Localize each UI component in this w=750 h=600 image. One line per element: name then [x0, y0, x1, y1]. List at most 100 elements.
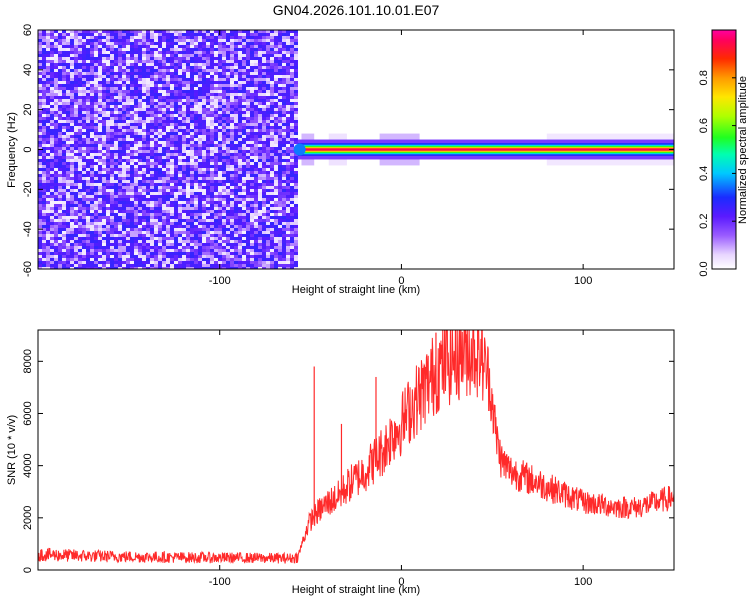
noise-cell [262, 183, 266, 186]
noise-cell [234, 198, 238, 201]
noise-cell [234, 135, 238, 138]
noise-cell [110, 162, 114, 165]
noise-cell [122, 264, 126, 267]
noise-cell [178, 105, 182, 108]
noise-cell [270, 51, 274, 54]
noise-cell [234, 225, 238, 228]
noise-cell [102, 96, 106, 99]
noise-cell [222, 258, 226, 261]
noise-cell [206, 141, 210, 144]
noise-cell [130, 204, 134, 207]
noise-cell [42, 252, 46, 255]
noise-cell [238, 183, 242, 186]
noise-cell [206, 246, 210, 249]
noise-cell [150, 261, 154, 264]
noise-cell [226, 249, 230, 252]
noise-cell [146, 81, 150, 84]
noise-cell [146, 114, 150, 117]
noise-cell [258, 114, 262, 117]
noise-cell [70, 231, 74, 234]
noise-cell [94, 213, 98, 216]
noise-cell [58, 198, 62, 201]
noise-cell [134, 123, 138, 126]
noise-cell [178, 267, 182, 269]
noise-cell [230, 99, 234, 102]
noise-cell [178, 39, 182, 42]
noise-cell [110, 66, 114, 69]
noise-cell [46, 261, 50, 264]
noise-cell [186, 189, 190, 192]
noise-cell [270, 108, 274, 111]
noise-cell [134, 105, 138, 108]
noise-cell [186, 162, 190, 165]
noise-cell [194, 249, 198, 252]
noise-cell [70, 120, 74, 123]
noise-cell [98, 96, 102, 99]
noise-cell [222, 231, 226, 234]
noise-cell [206, 210, 210, 213]
noise-cell [254, 150, 258, 153]
noise-cell [270, 213, 274, 216]
noise-cell [230, 45, 234, 48]
noise-cell [150, 66, 154, 69]
noise-cell [210, 231, 214, 234]
noise-cell [138, 54, 142, 57]
noise-cell [198, 222, 202, 225]
noise-cell [182, 108, 186, 111]
noise-cell [90, 36, 94, 39]
noise-cell [62, 147, 66, 150]
noise-cell [274, 165, 278, 168]
noise-cell [190, 33, 194, 36]
noise-cell [210, 96, 214, 99]
noise-cell [42, 267, 46, 269]
noise-cell [270, 39, 274, 42]
noise-cell [50, 153, 54, 156]
noise-cell [118, 39, 122, 42]
noise-cell [186, 213, 190, 216]
noise-cell [122, 99, 126, 102]
noise-cell [254, 207, 258, 210]
noise-cell [234, 195, 238, 198]
noise-cell [170, 156, 174, 159]
noise-cell [50, 66, 54, 69]
noise-cell [278, 141, 282, 144]
noise-cell [166, 135, 170, 138]
noise-cell [118, 222, 122, 225]
noise-cell [54, 195, 58, 198]
noise-cell [242, 213, 246, 216]
noise-cell [250, 132, 254, 135]
noise-cell [242, 267, 246, 269]
noise-cell [230, 228, 234, 231]
noise-cell [150, 60, 154, 63]
noise-cell [54, 198, 58, 201]
noise-cell [170, 114, 174, 117]
noise-cell [238, 126, 242, 129]
noise-cell [286, 48, 290, 51]
noise-cell [150, 165, 154, 168]
noise-cell [190, 171, 194, 174]
noise-cell [182, 81, 186, 84]
noise-cell [114, 231, 118, 234]
noise-cell [158, 246, 162, 249]
noise-cell [178, 261, 182, 264]
noise-cell [190, 42, 194, 45]
noise-cell [102, 87, 106, 90]
noise-cell [150, 36, 154, 39]
noise-cell [234, 108, 238, 111]
noise-cell [214, 165, 218, 168]
noise-cell [282, 132, 286, 135]
noise-cell [262, 48, 266, 51]
noise-cell [278, 219, 282, 222]
noise-cell [130, 150, 134, 153]
noise-cell [46, 228, 50, 231]
noise-cell [102, 117, 106, 120]
noise-cell [242, 240, 246, 243]
noise-cell [126, 213, 130, 216]
noise-cell [122, 159, 126, 162]
noise-cell [122, 255, 126, 258]
noise-cell [98, 210, 102, 213]
noise-cell [98, 114, 102, 117]
noise-cell [178, 87, 182, 90]
noise-cell [110, 45, 114, 48]
noise-cell [126, 204, 130, 207]
